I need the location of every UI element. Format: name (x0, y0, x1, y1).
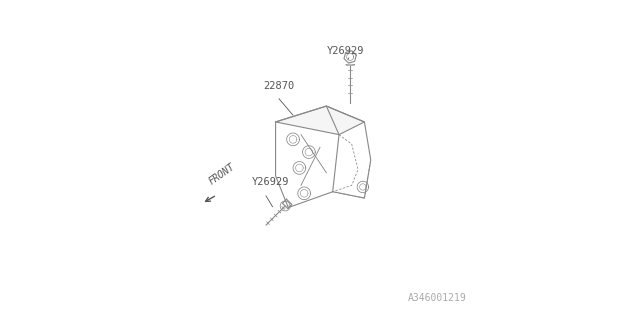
Text: FRONT: FRONT (207, 162, 237, 187)
Text: 22870: 22870 (263, 81, 294, 91)
Text: A346001219: A346001219 (408, 293, 467, 303)
Text: Y26929: Y26929 (326, 46, 364, 56)
Polygon shape (276, 106, 364, 135)
Text: Y26929: Y26929 (252, 177, 289, 188)
